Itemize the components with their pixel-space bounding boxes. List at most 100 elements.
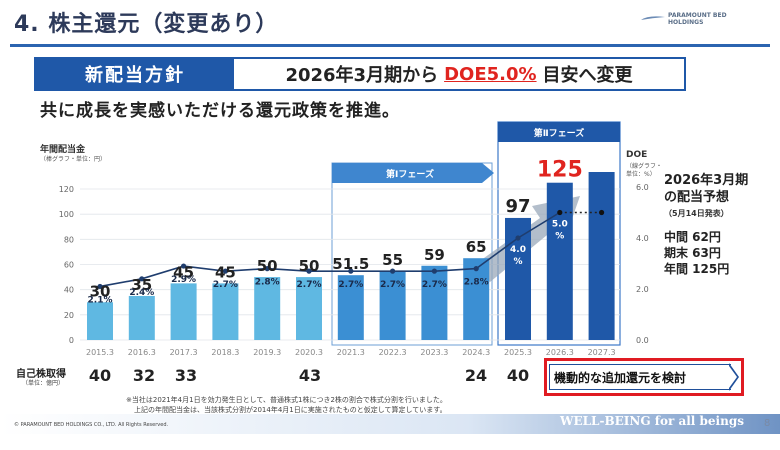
dividend-label: 50 [257, 257, 278, 275]
y2-tick-label: 0.0 [636, 336, 649, 345]
phase1-label: 第Ⅰフェーズ [386, 168, 434, 180]
page-number: 8 [764, 418, 771, 429]
bar-2019.3 [254, 277, 281, 340]
x-tick-label: 2020.3 [295, 348, 323, 357]
doe-label: 2.7% [338, 280, 363, 290]
right-axis-subtitle-1: （線グラフ・ [626, 163, 663, 170]
x-tick-label: 2023.3 [420, 348, 448, 357]
phase2-header [498, 122, 620, 142]
x-tick-label: 2017.3 [170, 348, 198, 357]
doe-point [306, 268, 312, 274]
x-tick-label: 2016.3 [128, 348, 156, 357]
doe-point [431, 268, 437, 274]
forecast-date: （5月14日発表） [664, 209, 729, 218]
right-axis-title: DOE [626, 150, 648, 160]
doe-point [348, 268, 354, 274]
dividend-label: 125 [537, 158, 583, 183]
y2-tick-label: 6.0 [636, 183, 649, 192]
footnote-2: 上記の年間配当金は、当該株式分割が2014年4月1日に実施されたものと仮定して算… [134, 406, 447, 414]
buyback-value-2024: 24 [464, 366, 488, 385]
buyback-value-2016: 32 [132, 366, 156, 385]
dividend-label: 59 [424, 246, 445, 264]
policy-statement: 2026年3月期から DOE5.0% 目安へ変更 [234, 59, 684, 89]
doe-point [515, 235, 521, 241]
doe-label: 2.7% [422, 280, 447, 290]
right-axis-subtitle-2: 単位：%） [626, 171, 656, 178]
bar-2023.3 [421, 265, 448, 340]
x-tick-label: 2015.3 [86, 348, 114, 357]
y-tick-label: 80 [64, 235, 74, 244]
policy-banner: 新配当方針 2026年3月期から DOE5.0% 目安へ変更 [34, 57, 686, 91]
dividend-label: 45 [215, 263, 236, 281]
x-tick-label: 2025.3 [504, 348, 532, 357]
footnote-1: ※当社は2021年4月1日を効力発生日として、普通株式1株につき2株の割合で株式… [126, 396, 447, 404]
y2-tick-label: 4.0 [636, 234, 649, 243]
x-tick-label: 2027.3 [588, 348, 616, 357]
x-tick-label: 2026.3 [546, 348, 574, 357]
doe-label: 2.8% [464, 278, 489, 288]
logo-mark-icon [641, 16, 665, 20]
doe-point [181, 263, 187, 269]
doe-line [99, 211, 561, 288]
doe-point [264, 266, 270, 272]
dividend-label: 51.5 [332, 255, 369, 273]
doe-point [97, 283, 103, 290]
page-title: 4. 株主還元（変更あり） [14, 12, 279, 37]
doe-label: % [555, 232, 564, 242]
forecast-panel: 2026年3月期 の配当予想 （5月14日発表） 中間 62円 期末 63円 年… [664, 172, 774, 277]
policy-highlight: DOE5.0% [444, 63, 537, 85]
bar-2020.3 [296, 277, 322, 340]
left-axis-subtitle: （棒グラフ・単位：円） [40, 156, 107, 163]
y-tick-label: 120 [59, 185, 74, 194]
y-tick-label: 20 [64, 311, 74, 320]
x-tick-label: 2019.3 [253, 348, 281, 357]
policy-text-after: 目安へ変更 [542, 65, 633, 86]
logo-line2: HOLDINGS [668, 19, 704, 26]
buyback-value-2020: 43 [298, 366, 322, 385]
y-tick-label: 60 [64, 261, 74, 270]
doe-label: 2.7% [213, 280, 238, 290]
logo-line1: PARAMOUNT BED [668, 12, 727, 19]
forecast-title-line1: 2026年3月期 [664, 173, 749, 188]
footer-band [0, 414, 780, 434]
doe-label: 2.8% [255, 278, 280, 288]
buyback-value-2017: 33 [174, 366, 198, 385]
y-tick-label: 100 [59, 210, 74, 219]
doe-point [599, 209, 605, 216]
forecast-title: 2026年3月期 の配当予想 [664, 172, 774, 206]
doe-label: 2.4% [129, 288, 154, 298]
x-tick-label: 2021.3 [337, 348, 365, 357]
x-tick-label: 2018.3 [211, 348, 239, 357]
bar-2021.3 [337, 275, 364, 340]
y-tick-label: 0 [69, 336, 74, 345]
callout-label: 機動的な追加還元を検討 [549, 364, 731, 390]
copyright: © PARAMOUNT BED HOLDINGS CO., LTD. All R… [14, 422, 169, 428]
bar-2017.3 [170, 283, 197, 340]
x-tick-label: 2024.3 [462, 348, 490, 357]
bar-2022.3 [379, 270, 406, 340]
policy-label: 新配当方針 [36, 59, 234, 89]
buyback-value-2025: 40 [506, 366, 530, 385]
additional-return-callout: 機動的な追加還元を検討 [544, 358, 744, 396]
forecast-title-line2: の配当予想 [664, 190, 730, 205]
doe-label: % [513, 257, 522, 267]
doe-point [139, 276, 145, 282]
bar-2027-3 [588, 172, 615, 340]
dividend-label: 30 [90, 282, 111, 300]
phase2-label: 第Ⅱフェーズ [534, 127, 584, 139]
forecast-annual: 年間 125円 [664, 262, 730, 276]
forecast-year-end: 期末 63円 [664, 246, 721, 260]
doe-label: 4.0 [510, 245, 526, 255]
doe-label: 2.7% [380, 280, 405, 290]
buyback-unit: （単位：億円） [22, 380, 65, 387]
x-tick-label: 2022.3 [379, 348, 407, 357]
doe-label: 2.9% [171, 275, 196, 285]
dividend-label: 45 [173, 263, 194, 281]
tagline: WELL-BEING for all beings [560, 414, 744, 428]
dividend-label: 65 [466, 238, 487, 256]
left-axis-title: 年間配当金 [40, 145, 86, 155]
dividend-label: 50 [299, 257, 320, 275]
sub-heading: 共に成長を実感いただける還元政策を推進。 [40, 101, 400, 121]
forecast-interim: 中間 62円 [664, 230, 721, 244]
